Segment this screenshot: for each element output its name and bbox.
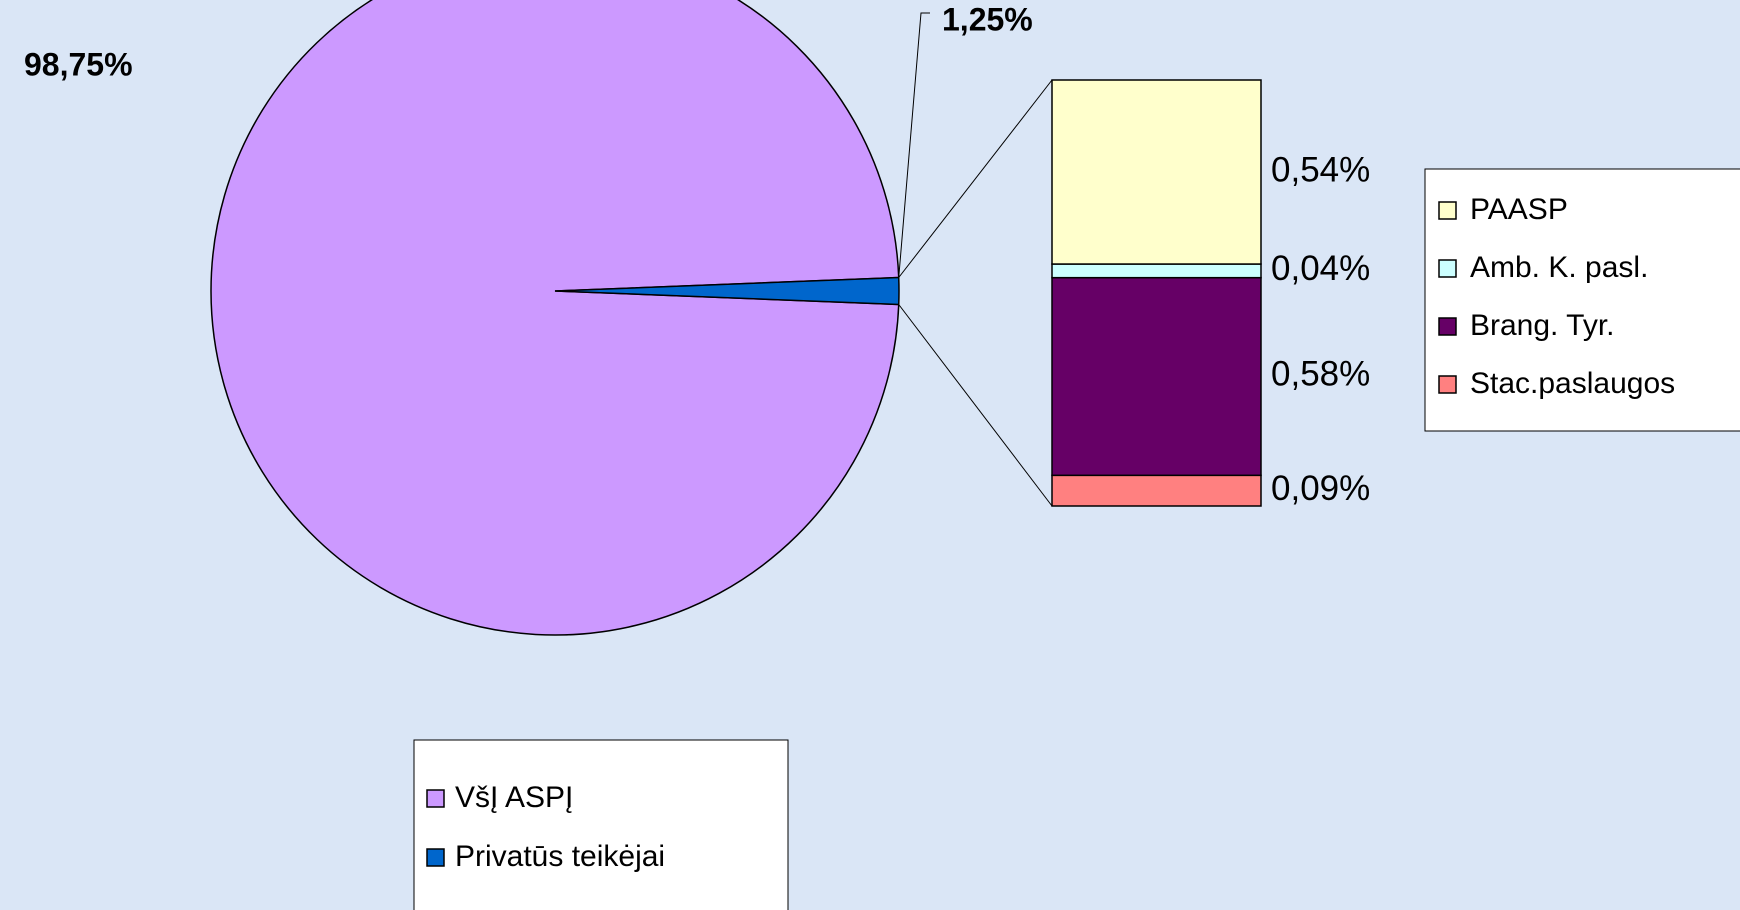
legend-label: Amb. K. pasl.: [1470, 251, 1648, 284]
legend-label: PAASP: [1470, 193, 1568, 226]
legend-swatch: [426, 789, 445, 808]
connector-line: [898, 79, 1053, 278]
slice-label: 98,75%: [24, 46, 133, 82]
connector-line: [898, 304, 1053, 507]
legend-swatch: [1438, 317, 1457, 336]
bar-segment: [1051, 276, 1262, 477]
pie-slice: [210, 0, 900, 636]
legend-swatch: [426, 848, 445, 867]
legend-label: Privatūs teikėjai: [455, 840, 665, 873]
segment-label: 0,54%: [1271, 150, 1370, 189]
legend-box: [413, 739, 789, 910]
legend-swatch: [1438, 375, 1457, 394]
pie-slice: [554, 276, 900, 306]
bar-segment: [1051, 263, 1262, 279]
segment-label: 0,58%: [1271, 355, 1370, 394]
segment-label: 0,04%: [1271, 249, 1370, 288]
leader-line: [898, 12, 930, 278]
legend-label: VšĮ ASPĮ: [455, 781, 573, 814]
slice-label: 1,25%: [942, 1, 1033, 37]
legend-label: Stac.paslaugos: [1470, 367, 1675, 400]
legend-label: Brang. Tyr.: [1470, 309, 1615, 342]
segment-label: 0,09%: [1271, 469, 1370, 508]
bar-segment: [1051, 474, 1262, 507]
bar-segment: [1051, 79, 1262, 265]
legend-swatch: [1438, 259, 1457, 278]
legend-box: [1424, 168, 1740, 432]
legend-swatch: [1438, 201, 1457, 220]
